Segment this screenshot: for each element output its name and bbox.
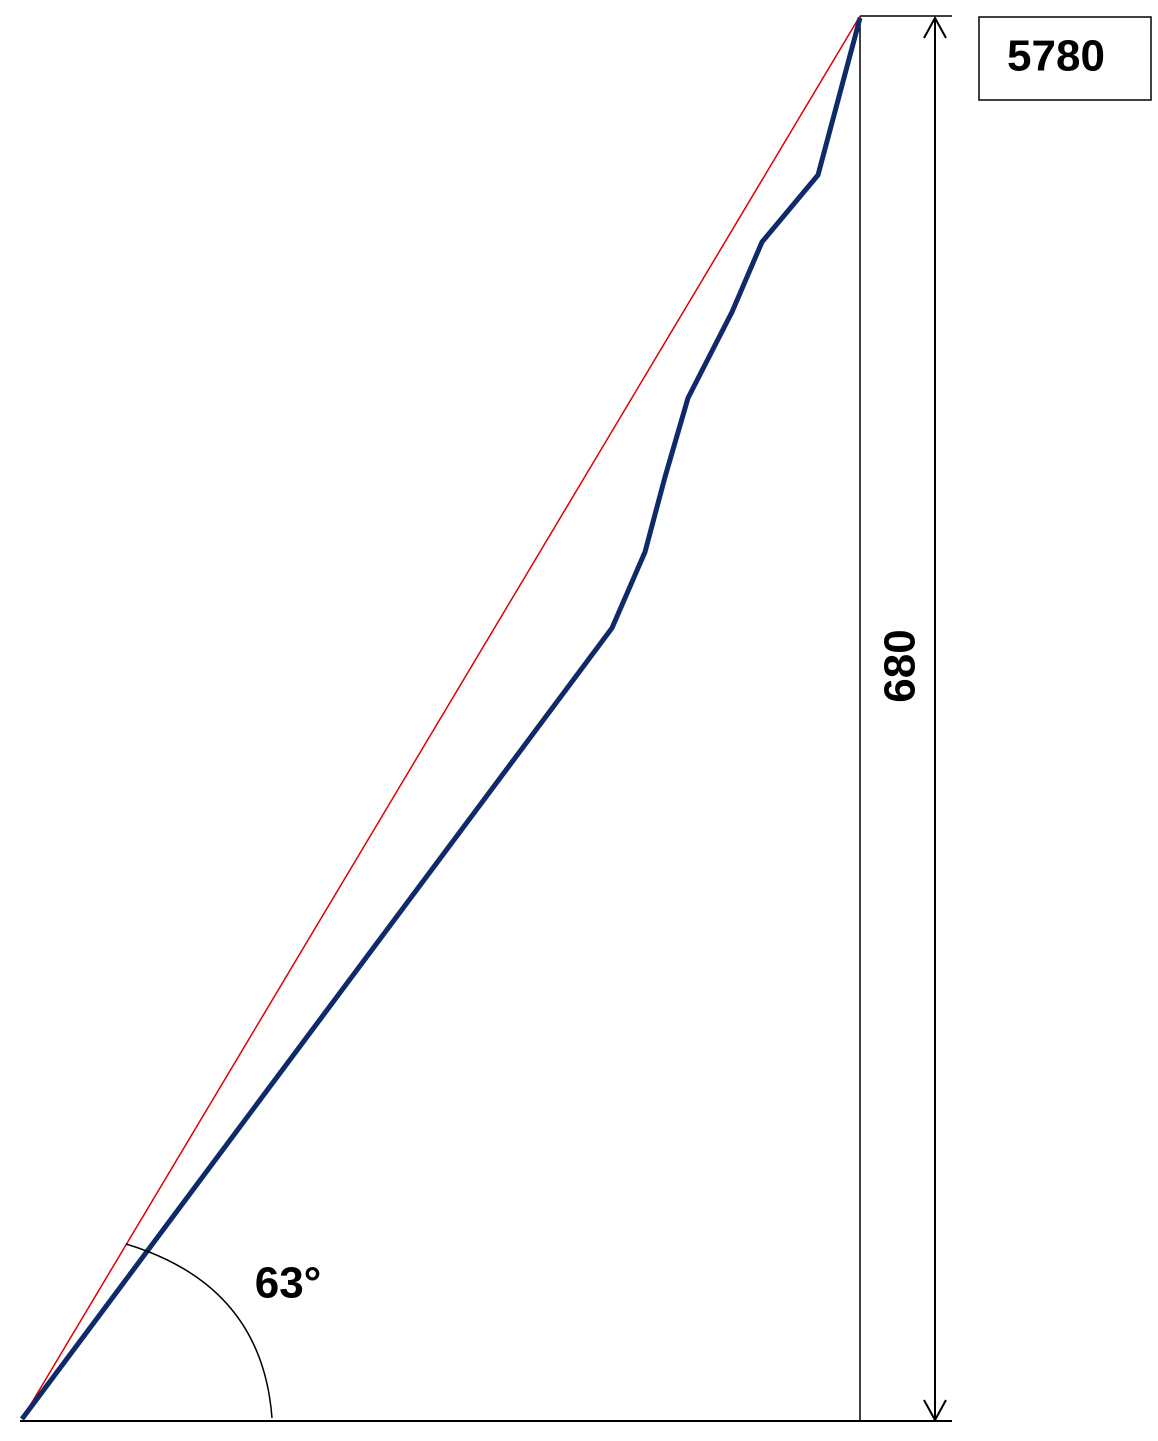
red-line — [21, 15, 861, 1420]
value-box — [978, 16, 1152, 101]
angle-label: 63° — [255, 1259, 322, 1308]
angle-arc — [125, 1243, 273, 1419]
box-label: 5780 — [1007, 32, 1105, 81]
dimension-line — [923, 15, 947, 1423]
profile-line — [19, 17, 863, 1421]
height-label: 680 — [876, 629, 925, 702]
